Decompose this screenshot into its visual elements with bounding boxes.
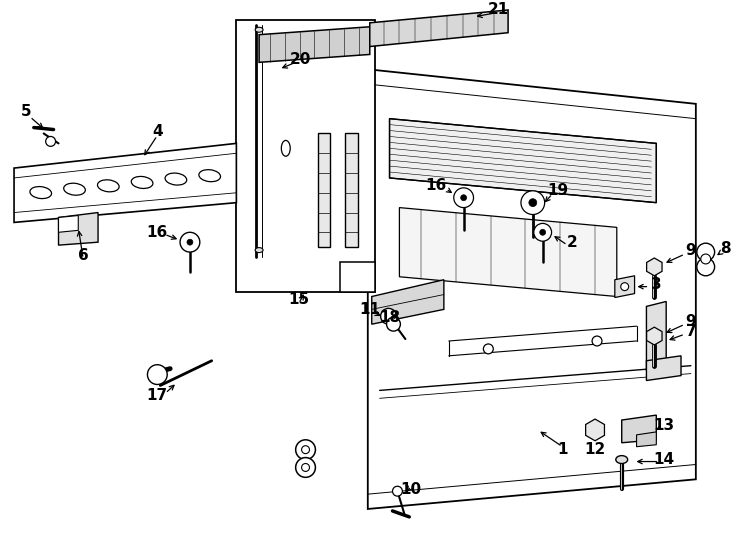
Text: 21: 21 xyxy=(487,3,509,17)
Circle shape xyxy=(484,344,493,354)
Text: 4: 4 xyxy=(152,124,163,139)
Text: 17: 17 xyxy=(147,388,168,403)
Polygon shape xyxy=(340,262,374,292)
Ellipse shape xyxy=(616,456,628,463)
Text: 19: 19 xyxy=(547,183,568,198)
Ellipse shape xyxy=(255,248,263,253)
Text: 11: 11 xyxy=(359,302,380,317)
Ellipse shape xyxy=(199,170,220,181)
Text: 13: 13 xyxy=(654,418,675,434)
Ellipse shape xyxy=(131,177,153,188)
Ellipse shape xyxy=(98,180,119,192)
Text: 9: 9 xyxy=(686,314,697,329)
Text: 14: 14 xyxy=(654,452,675,467)
Circle shape xyxy=(461,195,467,201)
Polygon shape xyxy=(647,301,666,370)
Circle shape xyxy=(590,425,600,435)
Polygon shape xyxy=(371,280,444,324)
Polygon shape xyxy=(370,10,508,46)
Text: 8: 8 xyxy=(720,241,731,255)
Polygon shape xyxy=(622,415,656,443)
Ellipse shape xyxy=(64,183,85,195)
Polygon shape xyxy=(390,119,656,202)
Ellipse shape xyxy=(281,140,290,156)
Circle shape xyxy=(539,230,545,235)
Circle shape xyxy=(621,283,628,291)
Circle shape xyxy=(592,336,602,346)
Circle shape xyxy=(650,332,658,340)
Text: 16: 16 xyxy=(425,178,446,193)
Circle shape xyxy=(302,446,310,454)
Text: 6: 6 xyxy=(78,247,89,262)
Circle shape xyxy=(387,318,400,331)
Polygon shape xyxy=(399,207,617,296)
Polygon shape xyxy=(319,133,330,247)
Polygon shape xyxy=(647,327,662,345)
Text: 15: 15 xyxy=(288,292,309,307)
Text: 1: 1 xyxy=(557,442,567,457)
Polygon shape xyxy=(586,419,605,441)
Circle shape xyxy=(454,188,473,207)
Text: 2: 2 xyxy=(567,235,578,249)
Circle shape xyxy=(296,457,316,477)
Text: 20: 20 xyxy=(290,52,311,67)
Text: 5: 5 xyxy=(21,104,32,119)
Circle shape xyxy=(697,243,715,261)
Text: 10: 10 xyxy=(401,482,422,497)
Circle shape xyxy=(534,224,551,241)
Circle shape xyxy=(701,254,711,264)
Circle shape xyxy=(381,308,396,324)
Polygon shape xyxy=(259,27,370,62)
Circle shape xyxy=(296,440,316,460)
Circle shape xyxy=(180,232,200,252)
Text: 12: 12 xyxy=(584,442,606,457)
Ellipse shape xyxy=(30,186,51,199)
Circle shape xyxy=(697,258,715,276)
Polygon shape xyxy=(647,258,662,276)
Text: 9: 9 xyxy=(686,242,697,258)
Circle shape xyxy=(529,199,537,207)
Polygon shape xyxy=(368,69,696,509)
Polygon shape xyxy=(647,356,681,381)
Text: 7: 7 xyxy=(686,323,697,339)
Polygon shape xyxy=(636,432,656,447)
Circle shape xyxy=(148,364,167,384)
Text: 3: 3 xyxy=(651,277,661,292)
Circle shape xyxy=(302,463,310,471)
Text: 18: 18 xyxy=(379,310,400,325)
Polygon shape xyxy=(615,276,635,298)
Polygon shape xyxy=(14,144,236,222)
Circle shape xyxy=(46,137,56,146)
Ellipse shape xyxy=(255,28,263,32)
Circle shape xyxy=(650,263,658,271)
Polygon shape xyxy=(236,20,374,292)
Polygon shape xyxy=(59,213,98,245)
Text: 16: 16 xyxy=(147,225,168,240)
Circle shape xyxy=(393,486,402,496)
Circle shape xyxy=(187,239,193,245)
Polygon shape xyxy=(59,215,79,232)
Polygon shape xyxy=(345,133,358,247)
Circle shape xyxy=(521,191,545,214)
Ellipse shape xyxy=(165,173,186,185)
